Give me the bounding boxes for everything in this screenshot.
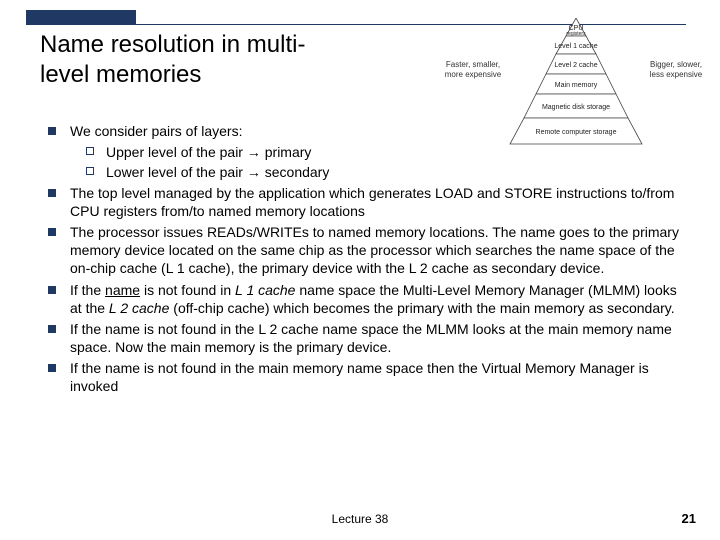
pyramid-right-label: Bigger, slower, less expensive [646,60,706,79]
bullet-2: The top level managed by the application… [48,184,684,220]
pyr-l3: Main memory [555,82,598,89]
sub-bullet-1-1-text: Upper level of the pair → primary [106,143,311,161]
svg-text:registers: registers [566,31,586,37]
pyramid-left-label: Faster, smaller, more expensive [440,60,506,79]
bullet-icon [48,364,56,372]
bullet-4: If the name is not found in L 1 cache na… [48,281,684,317]
bullet-icon [48,286,56,294]
sub-bullet-1-1: Upper level of the pair → primary [86,143,684,161]
bullet-1-text: We consider pairs of layers: [70,122,242,140]
bullet-1: We consider pairs of layers: [48,122,684,140]
pyr-l2: Level 2 cache [554,62,597,69]
sub-bullet-1-2-text: Lower level of the pair → secondary [106,163,329,181]
bullet-5-text: If the name is not found in the L 2 cach… [70,320,684,356]
bullet-icon [48,127,56,135]
bullet-icon [48,189,56,197]
page-title: Name resolution in multi- level memories [40,30,305,90]
bullet-2-text: The top level managed by the application… [70,184,684,220]
bullet-3-text: The processor issues READs/WRITEs to nam… [70,223,684,278]
footer-lecture: Lecture 38 [0,512,720,526]
bullet-3: The processor issues READs/WRITEs to nam… [48,223,684,278]
bullet-icon [48,228,56,236]
bullet-6: If the name is not found in the main mem… [48,359,684,395]
pyr-l4: Magnetic disk storage [542,104,610,111]
bullet-icon [48,325,56,333]
bullet-4-text: If the name is not found in L 1 cache na… [70,281,684,317]
title-line-2: level memories [40,61,201,88]
sub-bullet-1-2: Lower level of the pair → secondary [86,163,684,181]
bullet-list: We consider pairs of layers: Upper level… [48,122,684,399]
pyr-l1: Level 1 cache [554,43,597,50]
footer-page-number: 21 [682,511,696,526]
bullet-6-text: If the name is not found in the main mem… [70,359,684,395]
sub-bullet-icon [86,167,94,175]
bullet-5: If the name is not found in the L 2 cach… [48,320,684,356]
accent-bar [26,10,136,24]
sub-bullet-icon [86,147,94,155]
title-line-1: Name resolution in multi- [40,31,305,58]
